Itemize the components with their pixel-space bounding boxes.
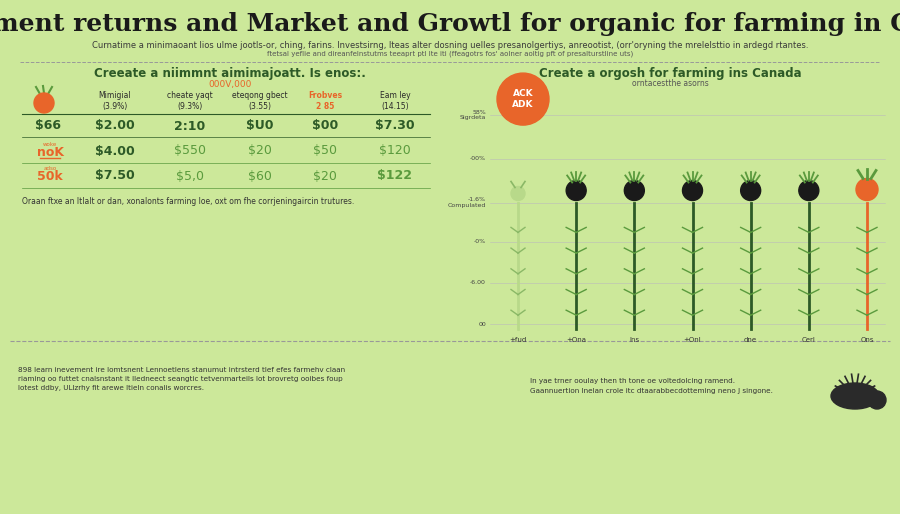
Circle shape xyxy=(868,391,886,409)
Text: $550: $550 xyxy=(174,144,206,157)
Text: $50: $50 xyxy=(313,144,337,157)
Text: $2.00: $2.00 xyxy=(95,119,135,133)
Circle shape xyxy=(799,180,819,200)
Text: Ons: Ons xyxy=(860,337,874,343)
Text: $122: $122 xyxy=(377,170,412,182)
Text: woke: woke xyxy=(43,141,57,146)
Text: Frobves
2 85: Frobves 2 85 xyxy=(308,91,342,111)
Text: $66: $66 xyxy=(35,119,61,133)
Circle shape xyxy=(741,180,760,200)
Text: eteqong gbect
(3.55): eteqong gbect (3.55) xyxy=(232,91,288,111)
Text: 000V,000: 000V,000 xyxy=(208,80,252,88)
Text: $7.50: $7.50 xyxy=(95,170,135,182)
Text: +fud: +fud xyxy=(509,337,526,343)
Text: Eam ley
(14.15): Eam ley (14.15) xyxy=(380,91,410,111)
Text: Create a orgosh for farming ins Canada: Create a orgosh for farming ins Canada xyxy=(539,67,801,81)
Circle shape xyxy=(566,180,586,200)
Text: 2:10: 2:10 xyxy=(175,119,205,133)
Text: noK: noK xyxy=(37,145,64,158)
Text: ftetsal yeflie and direanfelnstutms teeaprt ptl lte iti (ffeagotrs fos' aolner a: ftetsal yeflie and direanfelnstutms teea… xyxy=(267,51,633,57)
Circle shape xyxy=(511,187,525,200)
Text: Curnatime a minimaoant lios ulme jootls-or, ching, farins. Investsirng, lteas al: Curnatime a minimaoant lios ulme jootls-… xyxy=(92,41,808,49)
Text: dne: dne xyxy=(744,337,757,343)
Text: 58%
Sigrdeta: 58% Sigrdeta xyxy=(460,109,486,120)
Text: $00: $00 xyxy=(312,119,338,133)
Text: $20: $20 xyxy=(248,144,272,157)
Text: 898 learn inevement ire lomtsnent Lennoetlens stanumut intrsterd tlef efes farme: 898 learn inevement ire lomtsnent Lennoe… xyxy=(18,367,345,391)
Circle shape xyxy=(682,180,703,200)
Text: -0%: -0% xyxy=(474,239,486,244)
Text: 00: 00 xyxy=(478,322,486,327)
Text: Cerl: Cerl xyxy=(802,337,815,343)
Text: $20: $20 xyxy=(313,170,337,182)
Text: +Ona: +Ona xyxy=(566,337,586,343)
Text: -00%: -00% xyxy=(470,156,486,161)
Text: In yae trner ooulay then th tone oe voltedolcing ramend.
Gaannuertion Inelan cro: In yae trner ooulay then th tone oe volt… xyxy=(530,378,773,394)
Text: $5,0: $5,0 xyxy=(176,170,204,182)
Text: $60: $60 xyxy=(248,170,272,182)
Ellipse shape xyxy=(831,383,879,409)
Circle shape xyxy=(625,180,644,200)
Text: $7.30: $7.30 xyxy=(375,119,415,133)
Text: cheate yaqt
(9.3%): cheate yaqt (9.3%) xyxy=(167,91,213,111)
Text: 50k: 50k xyxy=(37,171,63,183)
Circle shape xyxy=(856,178,878,200)
Text: orntacestthe asorns: orntacestthe asorns xyxy=(632,80,708,88)
Text: Creeate a niimmnt aimimajoatt. Is enos:.: Creeate a niimmnt aimimajoatt. Is enos:. xyxy=(94,67,366,81)
Circle shape xyxy=(34,93,54,113)
Text: +Onl: +Onl xyxy=(684,337,701,343)
Text: ACK
ADK: ACK ADK xyxy=(512,89,534,109)
Text: Mimigial
(3.9%): Mimigial (3.9%) xyxy=(99,91,131,111)
Circle shape xyxy=(497,73,549,125)
Text: Oraan ftxe an ltlalt or dan, xonalonts farming loe, oxt om fhe corrjeningaircin : Oraan ftxe an ltlalt or dan, xonalonts f… xyxy=(22,197,355,207)
Text: $U0: $U0 xyxy=(247,119,274,133)
Text: -1.6%
Compulated: -1.6% Compulated xyxy=(447,197,486,208)
Text: -6.00: -6.00 xyxy=(470,281,486,285)
Text: $120: $120 xyxy=(379,144,411,157)
Text: Ins: Ins xyxy=(629,337,639,343)
Text: $4.00: $4.00 xyxy=(95,144,135,157)
Text: adso: adso xyxy=(43,167,57,172)
Text: Investment returns and Market and Growtl for organic for farming in Canada: Investment returns and Market and Growtl… xyxy=(0,12,900,36)
